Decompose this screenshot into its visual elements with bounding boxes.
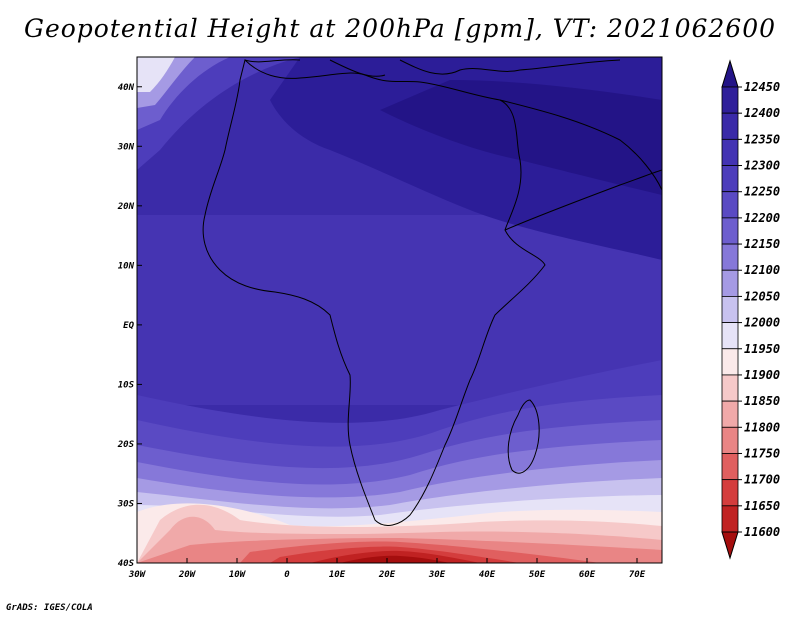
lon-tick-label: 10W [229, 570, 247, 580]
colorbar-swatch [721, 374, 739, 402]
lat-tick-label: 40S [118, 559, 135, 569]
colorbar-swatch [721, 138, 739, 166]
lat-tick-label: EQ [123, 321, 134, 331]
colorbar-swatch [721, 479, 739, 507]
colorbar: 12450 12400 12350 12300 12250 12200 12150 12100… [721, 59, 780, 560]
lat-tick-label: 10S [118, 380, 135, 390]
colorbar-label: 11750 [744, 446, 780, 460]
colorbar-top-arrow [721, 59, 739, 88]
lat-tick-label: 20N [117, 202, 135, 212]
arabia-coastline [499, 99, 662, 231]
lat-tick-label: 20S [117, 440, 135, 450]
lon-tick-label: 0 [284, 570, 290, 580]
lon-tick-label: 50E [529, 570, 546, 580]
colorbar-swatch [721, 217, 739, 245]
colorbar-swatch [721, 243, 739, 271]
colorbar-label: 11650 [744, 499, 780, 513]
colorbar-label: 12050 [744, 289, 780, 303]
colorbar-swatch [721, 348, 739, 376]
lon-tick-label: 70E [629, 570, 646, 580]
plot-frame [136, 56, 663, 564]
lon-tick-label: 10E [329, 570, 346, 580]
colorbar-label: 11850 [744, 394, 780, 408]
colorbar-swatch [721, 191, 739, 219]
lat-tick-label: 30N [117, 142, 135, 152]
colorbar-swatch [721, 165, 739, 193]
lon-tick-label: 60E [579, 570, 596, 580]
colorbar-label: 12450 [744, 80, 780, 94]
colorbar-label: 12200 [744, 211, 780, 225]
colorbar-swatch [721, 505, 739, 533]
colorbar-label: 12000 [744, 316, 780, 330]
lat-tick-label: 30S [117, 499, 135, 509]
colorbar-label: 12350 [744, 132, 780, 146]
colorbar-label: 11600 [744, 525, 780, 539]
colorbar-swatch [721, 296, 739, 323]
colorbar-label: 11950 [744, 342, 780, 356]
lon-tick-label: 30E [428, 570, 446, 580]
height-field [137, 57, 662, 563]
colorbar-swatch [721, 322, 739, 350]
longitude-axis: 30W 20W 10W 0 10E 20E 30E 40E 50E 60E 70E [128, 558, 646, 580]
colorbar-label: 12300 [744, 159, 780, 173]
colorbar-label: 12150 [744, 237, 780, 251]
lat-tick-label: 10N [118, 261, 135, 271]
colorbar-label: 12400 [744, 106, 780, 120]
colorbar-swatch [721, 426, 739, 454]
lat-tick-label: 40N [118, 83, 135, 93]
grads-credit: GrADS: IGES/COLA [6, 603, 93, 613]
latitude-axis: 40N 30N 20N 10N EQ 10S 20S 30S 40S [117, 83, 142, 569]
colorbar-label: 11700 [744, 473, 780, 487]
colorbar-swatch [721, 112, 739, 140]
colorbar-swatch [721, 400, 739, 428]
lon-tick-label: 40E [479, 570, 496, 580]
colorbar-label: 11800 [744, 420, 780, 434]
colorbar-label: 11900 [744, 368, 780, 382]
europe-coastline [244, 59, 621, 77]
colorbar-swatch [721, 453, 739, 481]
coastlines [202, 59, 662, 526]
lon-tick-label: 20E [378, 570, 396, 580]
colorbar-swatch [721, 269, 739, 297]
lon-tick-label: 20W [178, 570, 197, 580]
africa-coastline [202, 59, 546, 526]
map-title: Geopotential Height at 200hPa [gpm], VT:… [23, 14, 777, 43]
colorbar-bottom-arrow [721, 531, 739, 560]
lon-tick-label: 30W [128, 570, 147, 580]
madagascar-coastline [507, 399, 540, 474]
colorbar-label: 12250 [744, 185, 780, 199]
colorbar-swatch [721, 86, 739, 114]
colorbar-label: 12100 [744, 263, 780, 277]
